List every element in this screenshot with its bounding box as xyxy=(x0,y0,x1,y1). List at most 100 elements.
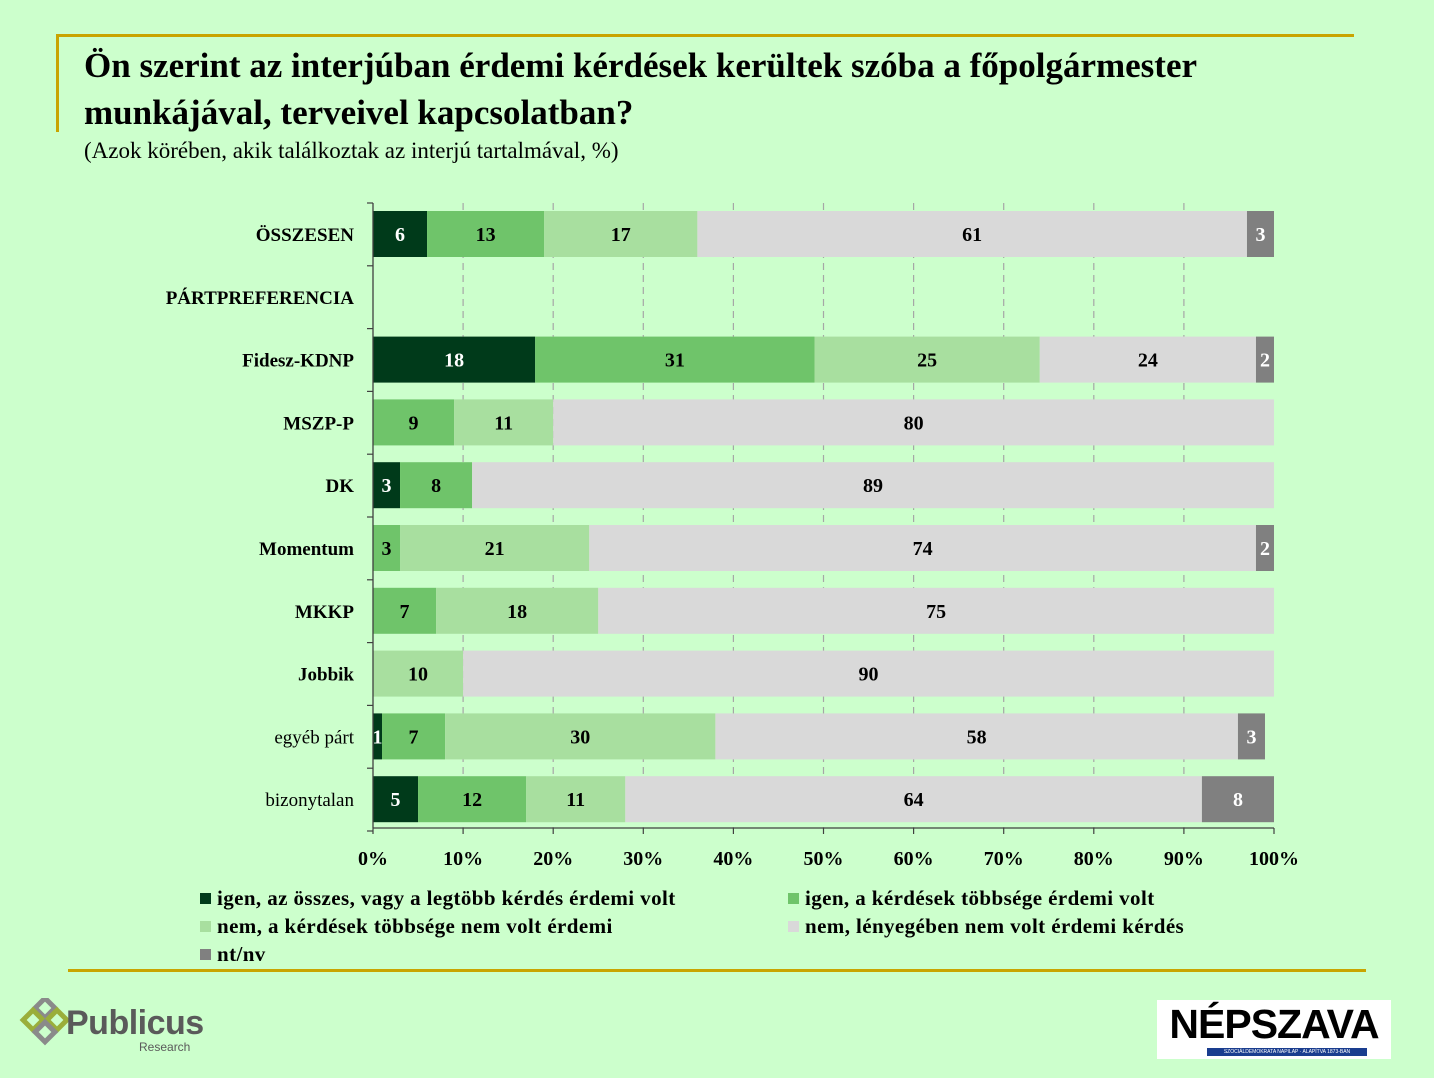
legend-item: nem, a kérdések többsége nem volt érdemi xyxy=(200,914,613,939)
chart-subtitle: (Azok körében, akik találkoztak az inter… xyxy=(84,138,619,163)
bar-segment xyxy=(526,776,626,823)
bar-segment xyxy=(472,462,1274,509)
legend-label: nem, lényegében nem volt érdemi kérdés xyxy=(805,914,1185,938)
legend-item: nem, lényegében nem volt érdemi kérdés xyxy=(788,914,1184,939)
bar-value-label: 3 xyxy=(382,475,392,497)
bar-segment xyxy=(544,211,698,257)
nepszava-logo: NÉPSZAVA SZOCIÁLDEMOKRATA NAPILAP · ALAP… xyxy=(1157,1000,1391,1059)
bar-segment xyxy=(1255,336,1274,383)
category-label: egyéb párt xyxy=(274,727,354,748)
publicus-logo-icon xyxy=(19,998,71,1046)
legend-item: igen, az összes, vagy a legtöbb kérdés é… xyxy=(200,886,676,911)
bar-value-label: 9 xyxy=(409,412,419,434)
bar-segment xyxy=(373,462,401,509)
bar-segment xyxy=(625,776,1202,823)
bar-value-label: 25 xyxy=(917,350,937,372)
bar-segment xyxy=(400,462,473,509)
legend-swatch xyxy=(200,893,211,904)
bar-value-label: 3 xyxy=(1246,726,1256,748)
bar-value-label: 74 xyxy=(913,538,933,560)
category-label: ÖSSZESEN xyxy=(256,225,354,246)
bottom-rule xyxy=(68,969,1366,972)
legend-label: igen, az összes, vagy a legtöbb kérdés é… xyxy=(217,886,676,910)
bar-segment xyxy=(454,399,554,446)
bar-segment xyxy=(1237,713,1265,760)
bar-segment xyxy=(814,336,1040,383)
legend-swatch xyxy=(788,893,799,904)
bar-segment xyxy=(535,336,815,383)
bar-segment xyxy=(463,650,1275,697)
category-label: bizonytalan xyxy=(265,790,354,811)
bar-segment xyxy=(445,713,716,760)
bar-value-label: 89 xyxy=(863,475,883,497)
bar-value-label: 1 xyxy=(373,726,383,748)
legend-item: nt/nv xyxy=(200,942,266,967)
bar-value-label: 2 xyxy=(1260,350,1270,372)
category-label: Fidesz-KDNP xyxy=(242,351,354,372)
x-tick-label: 40% xyxy=(713,848,753,870)
bar-segment xyxy=(373,336,536,383)
x-tick-label: 60% xyxy=(894,848,934,870)
stacked-bar-chart: ÖSSZESEN 6 13 17 61 3PÁRTPREFERENCIAFidesz-KD… xyxy=(166,202,1299,870)
bar-value-label: 30 xyxy=(570,726,590,748)
bar-value-label: 8 xyxy=(1233,789,1243,811)
x-tick-label: 10% xyxy=(443,848,483,870)
bar-value-label: 18 xyxy=(507,601,527,623)
bar-value-label: 31 xyxy=(665,350,685,372)
x-tick-label: 50% xyxy=(804,848,844,870)
category-label: PÁRTPREFERENCIA xyxy=(166,287,355,309)
bar-segment xyxy=(373,525,401,571)
bar-value-label: 58 xyxy=(967,726,987,748)
left-rule xyxy=(56,34,59,132)
legend-swatch xyxy=(788,921,799,932)
bar-value-label: 75 xyxy=(926,601,946,623)
x-tick-label: 20% xyxy=(533,848,573,870)
bar-value-label: 24 xyxy=(1138,350,1158,372)
bar-segment xyxy=(373,650,464,697)
nepszava-name: NÉPSZAVA xyxy=(1169,1001,1379,1047)
bar-value-label: 3 xyxy=(1255,224,1265,246)
category-label: Momentum xyxy=(259,539,354,560)
category-label: Jobbik xyxy=(298,665,354,686)
legend-label: igen, a kérdések többsége érdemi volt xyxy=(805,886,1155,910)
legend-label: nem, a kérdések többsége nem volt érdemi xyxy=(217,914,613,938)
bar-value-label: 61 xyxy=(962,224,982,246)
x-tick-label: 70% xyxy=(984,848,1024,870)
bar-value-label: 80 xyxy=(904,412,924,434)
bar-segment xyxy=(553,399,1274,446)
bar-value-label: 18 xyxy=(444,350,464,372)
bar-value-label: 64 xyxy=(904,789,924,811)
bar-segment xyxy=(1255,525,1274,571)
category-label: MSZP-P xyxy=(283,413,354,434)
bar-segment xyxy=(373,399,455,446)
publicus-name: Publicus xyxy=(66,1004,204,1042)
x-tick-label: 90% xyxy=(1164,848,1204,870)
bar-segment xyxy=(697,211,1247,257)
bar-value-label: 7 xyxy=(400,601,410,623)
bar-value-label: 13 xyxy=(476,224,496,246)
x-tick-label: 80% xyxy=(1074,848,1114,870)
bar-value-label: 11 xyxy=(566,789,585,811)
bar-value-label: 3 xyxy=(382,538,392,560)
bar-segment xyxy=(400,525,590,571)
x-tick-label: 100% xyxy=(1249,848,1299,870)
bar-value-label: 8 xyxy=(431,475,441,497)
bar-value-label: 10 xyxy=(408,664,428,686)
nepszava-tagline: SZOCIÁLDEMOKRATA NAPILAP · ALAPÍTVA 1873… xyxy=(1207,1048,1367,1056)
bar-value-label: 21 xyxy=(485,538,505,560)
bar-segment xyxy=(436,587,599,634)
bar-value-label: 17 xyxy=(611,224,631,246)
legend-item: igen, a kérdések többsége érdemi volt xyxy=(788,886,1155,911)
bar-segment xyxy=(1201,776,1274,823)
bar-segment xyxy=(382,713,446,760)
top-rule xyxy=(56,34,1354,37)
bar-segment xyxy=(715,713,1238,760)
bar-value-label: 11 xyxy=(494,412,513,434)
legend-swatch xyxy=(200,949,211,960)
legend-swatch xyxy=(200,921,211,932)
category-label: DK xyxy=(326,476,355,497)
bar-value-label: 90 xyxy=(859,664,879,686)
bar-segment xyxy=(418,776,527,823)
bar-value-label: 7 xyxy=(409,726,419,748)
bar-value-label: 2 xyxy=(1260,538,1270,560)
